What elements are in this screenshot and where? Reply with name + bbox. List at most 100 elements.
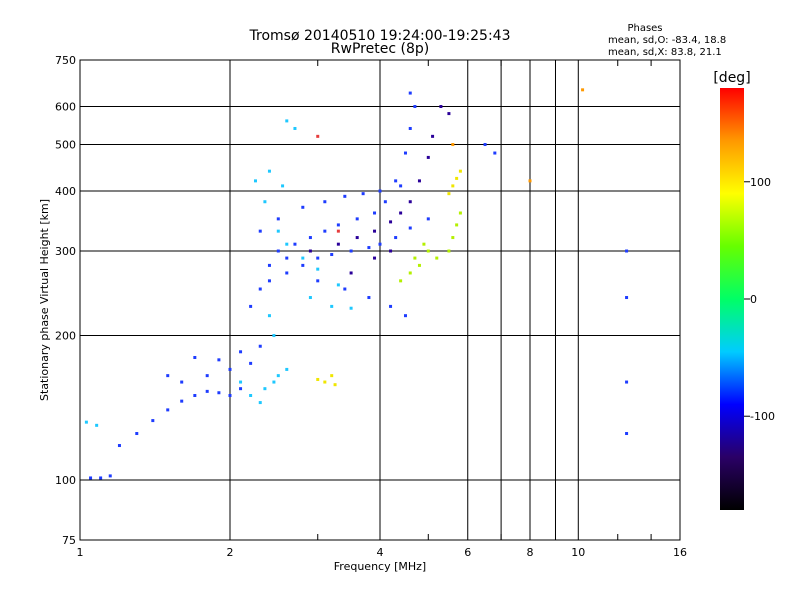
data-point — [293, 126, 297, 130]
data-point — [217, 391, 221, 395]
data-point — [99, 476, 103, 480]
data-point — [258, 344, 262, 348]
data-point — [316, 134, 320, 138]
colorbar-label: [deg] — [713, 70, 750, 86]
stats-line-o: mean, sd,O: -83.4, 18.8 — [608, 35, 726, 46]
data-point — [455, 176, 459, 180]
data-point — [403, 314, 407, 318]
data-point — [228, 394, 232, 398]
data-point — [258, 401, 262, 405]
data-point — [180, 380, 184, 384]
data-point — [323, 380, 327, 384]
data-point — [276, 249, 280, 253]
data-point — [316, 377, 320, 381]
data-point — [361, 192, 365, 196]
x-tick-label: 2 — [227, 546, 234, 559]
chart-title: Tromsø 20140510 19:24:00-19:25:43 — [249, 28, 511, 44]
stats-line-x: mean, sd,X: 83.8, 21.1 — [608, 47, 722, 58]
data-point — [95, 423, 99, 427]
data-point — [383, 200, 387, 204]
x-tick-label: 1 — [77, 546, 84, 559]
data-point — [258, 287, 262, 291]
data-point — [276, 374, 280, 378]
data-point — [394, 179, 398, 183]
data-point — [316, 279, 320, 283]
data-point — [408, 271, 412, 275]
y-tick-label: 500 — [55, 139, 76, 152]
data-point — [451, 184, 455, 188]
data-point — [408, 91, 412, 95]
data-point — [408, 126, 412, 130]
data-point — [336, 229, 340, 233]
data-point — [258, 229, 262, 233]
y-tick-label: 100 — [55, 474, 76, 487]
data-point — [417, 263, 421, 267]
y-tick-label: 300 — [55, 245, 76, 258]
data-point — [263, 387, 267, 391]
data-point — [267, 279, 271, 283]
data-point — [276, 229, 280, 233]
data-point — [285, 242, 289, 246]
data-point — [455, 223, 459, 227]
data-point — [403, 151, 407, 155]
data-point — [308, 296, 312, 300]
data-point — [389, 220, 393, 224]
data-point — [272, 334, 276, 338]
data-point — [483, 143, 487, 147]
data-point — [343, 287, 347, 291]
data-point — [336, 283, 340, 287]
data-point — [451, 236, 455, 240]
data-point — [285, 367, 289, 371]
data-point — [285, 256, 289, 260]
x-tick-label: 16 — [673, 546, 687, 559]
data-point — [378, 189, 382, 193]
data-point — [228, 367, 232, 371]
x-tick-label: 10 — [571, 546, 585, 559]
data-points — [84, 88, 629, 480]
data-point — [249, 394, 253, 398]
data-point — [439, 105, 443, 109]
data-point — [349, 306, 353, 310]
data-point — [285, 271, 289, 275]
data-point — [581, 88, 585, 92]
data-point — [316, 267, 320, 271]
data-point — [135, 432, 139, 436]
data-point — [426, 249, 430, 253]
data-point — [625, 432, 629, 436]
data-point — [426, 155, 430, 159]
data-point — [263, 200, 267, 204]
data-point — [349, 249, 353, 253]
data-point — [249, 304, 253, 308]
data-point — [447, 249, 451, 253]
data-point — [330, 253, 334, 257]
data-point — [367, 246, 371, 250]
data-point — [239, 350, 243, 354]
colorbar — [720, 88, 744, 510]
data-point — [493, 151, 497, 155]
data-point — [625, 380, 629, 384]
x-tick-label: 6 — [464, 546, 471, 559]
data-point — [422, 242, 426, 246]
data-point — [205, 389, 209, 393]
data-point — [281, 184, 285, 188]
data-point — [399, 211, 403, 215]
data-point — [413, 105, 417, 109]
data-point — [378, 242, 382, 246]
data-point — [389, 304, 393, 308]
data-point — [336, 242, 340, 246]
y-tick-label: 200 — [55, 330, 76, 343]
data-point — [373, 256, 377, 260]
data-point — [272, 380, 276, 384]
data-point — [301, 205, 305, 209]
data-point — [389, 249, 393, 253]
data-point — [249, 361, 253, 365]
data-point — [205, 374, 209, 378]
data-point — [253, 179, 257, 183]
data-point — [349, 271, 353, 275]
y-axis-ticks: 75 100 200 300 400 500 600 750 — [55, 54, 76, 547]
data-point — [625, 249, 629, 253]
data-point — [343, 194, 347, 198]
data-point — [308, 236, 312, 240]
data-point — [267, 314, 271, 318]
